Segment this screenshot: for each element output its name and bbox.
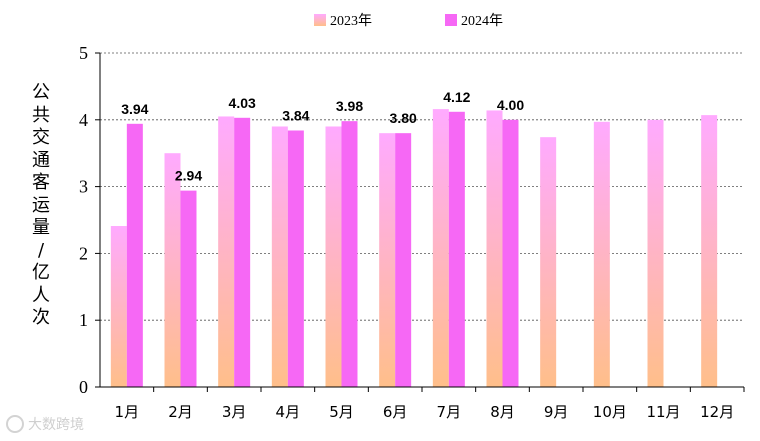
bar-2024	[395, 133, 412, 387]
watermark-text: 大数跨境	[28, 417, 84, 433]
x-tick-label: 3月	[222, 403, 247, 421]
bar-2023	[325, 126, 342, 387]
data-label-2024: 2.94	[175, 168, 202, 184]
data-label-2024: 3.98	[336, 98, 363, 114]
y-axis-label-char: 通	[32, 149, 50, 171]
bar-2024	[234, 117, 251, 388]
bar-2024	[448, 111, 465, 387]
y-axis-label-char: /	[37, 239, 45, 261]
y-axis-label-char: 共	[32, 104, 50, 126]
legend-item-2023[interactable]: 2023年	[314, 10, 372, 30]
bar-2023	[110, 226, 127, 387]
y-tick-label: 0	[79, 377, 88, 397]
watermark: 大数跨境	[6, 414, 84, 434]
bar-2023	[701, 115, 718, 388]
legend-label-2023: 2023年	[330, 14, 372, 29]
legend-item-2024[interactable]: 2024年	[445, 10, 503, 30]
data-label-2024: 3.94	[121, 101, 148, 117]
gridlines	[100, 52, 744, 321]
y-tick-label: 4	[79, 110, 88, 130]
x-tick-label: 7月	[437, 403, 462, 421]
bar-2024	[502, 119, 519, 388]
y-tick-label: 2	[79, 243, 88, 263]
data-label-2024: 4.03	[229, 95, 256, 111]
x-tick-label: 12月	[700, 403, 734, 421]
labels: 0 1 2 3 4 5 1月 2月 3月 4月 5月 6月 7月 8月 9月 10月 11月 12月 3.94 2.9…	[79, 43, 734, 421]
x-tick-label: 5月	[329, 403, 354, 421]
y-axis-label: 公 共 交 通 客 运 量 / 亿 人 次	[28, 82, 54, 330]
legend-swatch-2023	[314, 14, 326, 26]
x-tick-label: 6月	[383, 403, 408, 421]
x-tick-label: 2月	[168, 403, 193, 421]
x-tick-label: 10月	[593, 403, 627, 421]
bar-2023	[164, 153, 181, 387]
data-label-2024: 4.12	[443, 89, 470, 105]
x-tick-label: 9月	[544, 403, 569, 421]
bar-2023	[593, 121, 610, 387]
legend: 2023年 2024年	[0, 10, 760, 30]
bar-2023	[432, 109, 449, 387]
data-label-2024: 3.84	[282, 107, 309, 123]
x-tick-label: 11月	[646, 403, 680, 421]
y-axis-label-char: 运	[32, 194, 50, 216]
x-tick-label: 8月	[490, 403, 515, 421]
y-axis-label-char: 公	[32, 82, 50, 103]
bar-2023	[647, 119, 664, 388]
bar-2024	[341, 121, 358, 388]
bar-2023	[379, 133, 396, 387]
y-axis-label-char: 客	[32, 172, 50, 193]
bar-2023	[271, 126, 288, 387]
y-axis-label-char: 量	[32, 217, 50, 238]
y-tick-label: 5	[79, 43, 88, 63]
bars	[110, 109, 718, 388]
legend-label-2024: 2024年	[461, 14, 503, 29]
x-tick-label: 1月	[115, 403, 140, 421]
watermark-logo-icon	[6, 415, 24, 433]
bar-2023	[540, 137, 557, 387]
y-axis-label-char: 次	[32, 307, 50, 328]
y-axis-label-char: 亿	[32, 262, 50, 283]
y-tick-label: 3	[79, 177, 88, 197]
data-label-2024: 3.80	[390, 110, 417, 126]
y-axis-label-char: 人	[32, 284, 50, 306]
y-tick-label: 1	[79, 310, 88, 330]
bar-2023	[486, 110, 503, 387]
bar-2024	[180, 190, 197, 387]
x-tick-label: 4月	[276, 403, 301, 421]
legend-swatch-2024	[445, 14, 457, 26]
axes	[95, 52, 745, 392]
bar-2023	[218, 116, 235, 388]
bar-2024	[287, 130, 304, 387]
data-label-2024: 4.00	[497, 97, 524, 113]
bar-2024	[126, 123, 143, 388]
y-axis-label-char: 交	[32, 127, 50, 148]
